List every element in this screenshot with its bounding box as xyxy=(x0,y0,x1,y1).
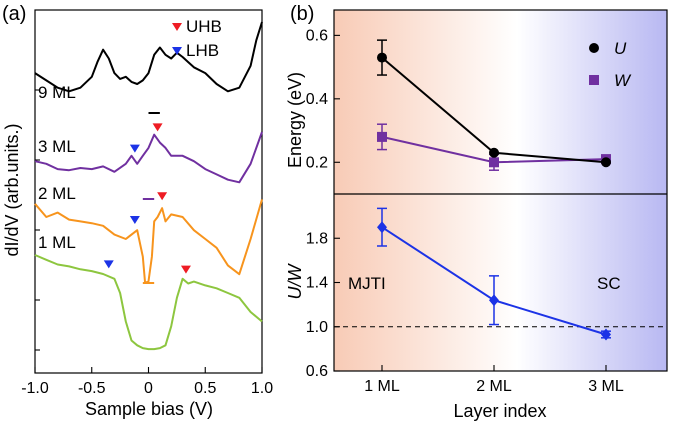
legend-lhb-triangle-icon xyxy=(172,47,182,55)
panel-b-top-y-tick-label: 0.6 xyxy=(306,27,328,44)
panel-b-bottom-background xyxy=(334,194,667,371)
lhb-marker-triangle xyxy=(129,144,140,153)
legend-lhb-label: LHB xyxy=(186,41,219,60)
uhb-marker-triangle xyxy=(157,192,168,201)
data-point-diamond xyxy=(489,294,499,307)
curve-3ml xyxy=(34,131,263,184)
legend-uhb-triangle-icon xyxy=(172,23,182,31)
legend-uhb-label: UHB xyxy=(186,17,222,36)
legend-w-label: W xyxy=(614,71,632,90)
panel-b-top-y-tick-label: 0.2 xyxy=(306,154,328,171)
lhb-marker-triangle xyxy=(103,260,114,269)
panel-b-x-tick-label: 3 ML xyxy=(588,378,624,395)
data-point-square xyxy=(377,131,387,142)
panel-a-y-axis-title: dI/dV (arb.units.) xyxy=(2,123,22,256)
legend-u-label: U xyxy=(614,39,627,58)
panel-b-top-y-ticks: 0.2 0.4 0.6 xyxy=(306,27,340,171)
data-point-circle xyxy=(377,52,387,63)
lhb-marker-triangle xyxy=(129,215,140,224)
panel-b-x-tick-label: 1 ML xyxy=(364,378,400,395)
panel-b-bottom-y-tick-label: 1.4 xyxy=(306,275,328,292)
curve-9ml xyxy=(34,21,263,93)
panel-a-curves xyxy=(34,21,263,351)
panel-b-top-y-tick-label: 0.4 xyxy=(306,91,328,108)
panel-a-x-tick-label: 0 xyxy=(144,380,153,397)
legend-u-circle-icon xyxy=(589,43,599,53)
panel-a-x-axis-title: Sample bias (V) xyxy=(85,399,213,419)
panel-a-x-tick-label: -1.0 xyxy=(21,380,49,397)
annotation-sc: SC xyxy=(597,274,621,293)
uhb-marker-triangle xyxy=(152,123,163,132)
curve-2ml xyxy=(34,199,263,284)
panel-b-bottom-y-tick-label: 0.6 xyxy=(306,363,328,380)
data-point-circle xyxy=(601,157,611,168)
panel-b-bottom-y-tick-label: 1.0 xyxy=(306,319,328,336)
curve-label-2ml: 2 ML xyxy=(38,184,76,203)
legend-w-square-icon xyxy=(589,75,599,85)
panel-b-x-axis-title: Layer index xyxy=(453,401,546,421)
annotation-mjti: MJTI xyxy=(348,274,386,293)
panel-b-bottom-y-axis-title: U/W xyxy=(285,263,305,300)
data-point-circle xyxy=(489,147,499,158)
panel-b-bottom-y-tick-label: 1.8 xyxy=(306,230,328,247)
panel-a-band-markers xyxy=(103,123,191,274)
uhb-marker-triangle xyxy=(180,265,191,274)
data-point-diamond xyxy=(377,221,387,234)
panel-b-top-y-axis-title: Energy (eV) xyxy=(285,72,305,168)
curve-label-9ml: 9 ML xyxy=(38,83,76,102)
data-point-diamond xyxy=(601,328,611,341)
panel-b-top-series xyxy=(377,39,611,171)
curve-label-3ml: 3 ML xyxy=(38,137,76,156)
panel-b-bottom-series xyxy=(377,207,611,341)
panel-a-x-ticks: -1.0 -0.5 0 0.5 1.0 xyxy=(21,89,273,397)
panel-b-frame xyxy=(333,9,668,372)
panel-a-x-tick-label: 1.0 xyxy=(251,380,273,397)
panel-b-x-ticks: 1 ML 2 ML 3 ML xyxy=(364,365,624,395)
panel-b-top-background xyxy=(334,10,667,194)
panel-b-x-tick-label: 2 ML xyxy=(476,378,512,395)
panel-b-bottom-y-ticks: 0.6 1.0 1.4 1.8 xyxy=(306,230,340,380)
panel-a-x-tick-label: 0.5 xyxy=(194,380,216,397)
panel-a-tag: (a) xyxy=(2,3,26,25)
panel-a-x-tick-label: -0.5 xyxy=(78,380,106,397)
curve-1ml xyxy=(34,254,263,351)
panel-b-tag: (b) xyxy=(290,3,314,25)
data-point-square xyxy=(489,157,499,168)
curve-label-1ml: 1 ML xyxy=(38,233,76,252)
